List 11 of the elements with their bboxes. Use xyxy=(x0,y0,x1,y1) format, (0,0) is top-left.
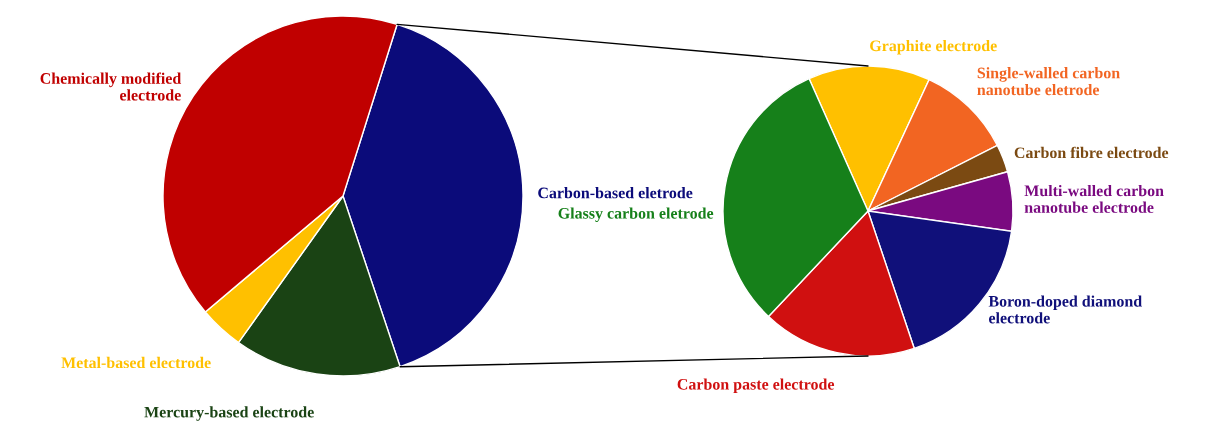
slice-label: Chemically modified electrode xyxy=(40,72,182,101)
slice-label: Graphite electrode xyxy=(870,39,997,55)
slice-label: Multi-walled carbon nanotube electrode xyxy=(1024,184,1164,213)
slice-label: Carbon fibre electrode xyxy=(1014,146,1169,159)
slice-label: Carbon-based eletrode xyxy=(538,187,693,199)
slice-label: Glassy carbon eletrode xyxy=(558,207,714,222)
slice-label: Metal-based electrode xyxy=(61,356,211,369)
slice-label: Boron-doped diamond electrode xyxy=(988,295,1142,324)
slice-label: Single-walled carbon nanotube eletrode xyxy=(977,67,1120,96)
slice-label: Carbon paste electrode xyxy=(677,378,835,393)
slice-label: Mercury-based electrode xyxy=(144,406,314,421)
